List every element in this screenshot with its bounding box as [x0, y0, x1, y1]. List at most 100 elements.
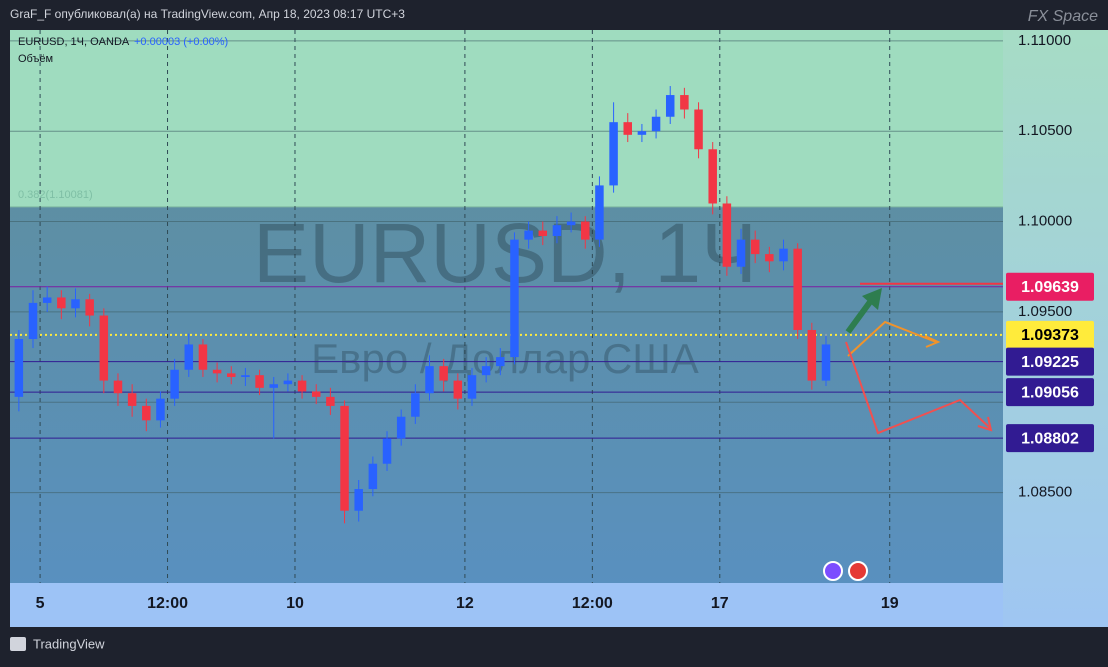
candle-body	[311, 391, 321, 397]
candle-body	[750, 239, 760, 255]
candle-body	[821, 344, 831, 381]
candle-body	[142, 405, 151, 421]
candle-body	[623, 122, 632, 135]
footer-bar	[0, 627, 1108, 662]
event-icon	[823, 561, 843, 581]
candle-body	[255, 375, 264, 388]
candle-body	[14, 339, 24, 397]
level-box	[1006, 320, 1094, 349]
candle-body	[807, 329, 817, 381]
candle-body	[170, 369, 179, 399]
legend-volume: Объём	[18, 53, 53, 65]
candle-body	[481, 366, 491, 376]
brand: FX Space	[1028, 8, 1098, 25]
level-label: 1.08802	[1021, 430, 1079, 447]
candle-body	[297, 380, 307, 392]
candle-body	[595, 185, 604, 240]
x-tick-label: 10	[286, 595, 304, 612]
candle-body	[57, 297, 66, 309]
header-bar	[0, 0, 1108, 30]
candle-body	[368, 463, 378, 490]
plot-layer: 0.382(1.10081) EURUSD, 1Ч Евро / Доллар СШ…	[10, 30, 1003, 583]
level-box	[1006, 347, 1094, 376]
x-tick-label: 12	[456, 595, 474, 612]
candle-body	[113, 380, 123, 394]
legend-change: +0.00003 (+0.00%)	[134, 36, 228, 48]
x-tick-label: 12:00	[572, 595, 613, 612]
candle-body	[42, 297, 52, 303]
candle-body	[71, 299, 80, 309]
candle-body	[566, 221, 576, 226]
candle-body	[198, 344, 208, 370]
level-box	[1006, 424, 1094, 453]
fib-zone	[10, 30, 1003, 207]
level-label: 1.09639	[1021, 279, 1079, 296]
level-label: 1.09225	[1021, 354, 1079, 371]
x-tick-label: 19	[881, 595, 899, 612]
candle-body	[736, 239, 746, 267]
candle-body	[269, 384, 278, 388]
level-label: 1.09056	[1021, 384, 1079, 401]
candle-body	[467, 375, 477, 399]
forecast-arrowhead	[862, 288, 882, 310]
header-text: GraF_F опубликовал(а) на TradingView.com…	[10, 7, 405, 21]
candle-body	[453, 380, 463, 399]
footer-text: TradingView	[33, 636, 105, 651]
forecast-path	[845, 341, 991, 435]
candle-body	[552, 225, 562, 237]
candle-body	[99, 315, 109, 381]
candle-body	[396, 416, 406, 439]
level-box	[1006, 272, 1094, 301]
y-tick-label: 1.08500	[1018, 484, 1072, 501]
candle-body	[212, 369, 222, 374]
y-tick-label: 1.09500	[1018, 303, 1072, 320]
candle-body	[524, 230, 533, 240]
candle-body	[496, 357, 505, 367]
x-tick-label: 5	[36, 595, 45, 612]
candle-body	[439, 366, 448, 381]
watermark-sub: Евро / Доллар США	[311, 335, 699, 382]
y-tick-label: 1.10000	[1018, 213, 1072, 230]
forecast-arrow	[845, 300, 873, 334]
forecast-path	[847, 320, 937, 357]
x-tick-label: 12:00	[147, 595, 188, 612]
candle-body	[425, 366, 434, 394]
candle-body	[241, 375, 250, 377]
candle-body	[85, 299, 94, 316]
candle-body	[779, 248, 788, 262]
candle-body	[708, 149, 717, 204]
candle-body	[510, 239, 519, 358]
candle-body	[382, 438, 392, 464]
candle-body	[680, 95, 689, 110]
y-tick-label: 1.10500	[1018, 122, 1072, 139]
candle-body	[340, 405, 349, 511]
candle-body	[665, 95, 675, 117]
candle-body	[581, 221, 590, 240]
overlay-layer	[823, 282, 1003, 581]
fib-label: 0.382(1.10081)	[18, 189, 93, 201]
candle-body	[326, 396, 335, 406]
flag-icon	[848, 561, 868, 581]
forecast-head	[924, 335, 941, 348]
legend-symbol: EURUSD, 1Ч, OANDA	[18, 36, 130, 48]
x-tick-label: 17	[711, 595, 729, 612]
candle-body	[283, 380, 293, 385]
candle-body	[722, 203, 732, 267]
candle-body	[127, 393, 137, 406]
time-axis	[10, 583, 1003, 627]
candle-body	[354, 489, 363, 511]
candle-body	[156, 398, 165, 421]
candle-body	[651, 116, 661, 132]
candle-body	[765, 254, 774, 262]
candle-body	[28, 302, 38, 340]
candle-body	[637, 131, 647, 135]
candle-body	[793, 248, 802, 330]
candle-body	[694, 109, 703, 150]
level-box	[1006, 378, 1094, 407]
candle-body	[411, 393, 420, 417]
candle-body	[609, 122, 618, 186]
forecast-head	[977, 416, 993, 432]
y-tick-label: 1.11000	[1018, 32, 1071, 49]
candle-body	[538, 230, 548, 237]
